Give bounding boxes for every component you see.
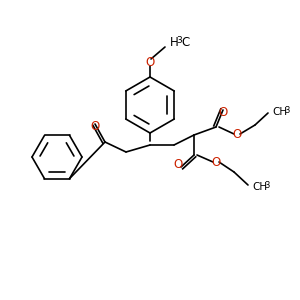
Text: O: O [146,56,154,68]
Text: O: O [218,106,228,119]
Text: C: C [181,37,189,50]
Text: O: O [232,128,242,140]
Text: 3: 3 [176,36,182,45]
Text: H: H [170,37,179,50]
Text: CH: CH [252,182,267,192]
Text: O: O [212,155,220,169]
Text: O: O [173,158,183,172]
Text: O: O [90,121,100,134]
Text: CH: CH [272,107,287,117]
Text: 3: 3 [264,181,269,190]
Text: 3: 3 [284,106,289,115]
